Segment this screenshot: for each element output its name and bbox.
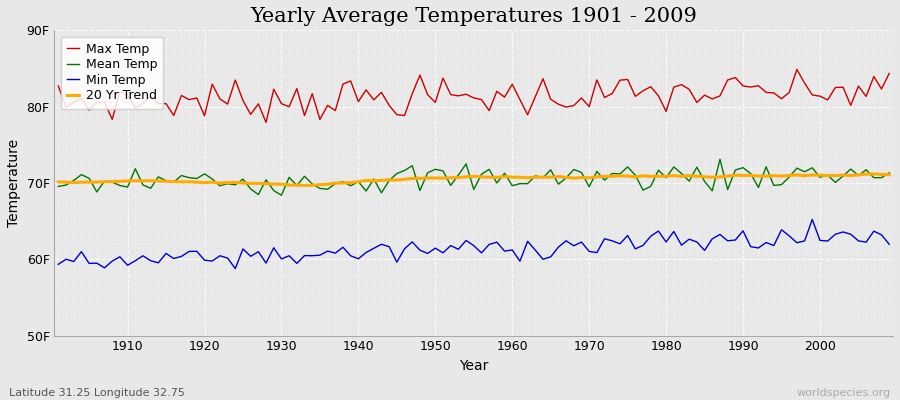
Mean Temp: [114, 183, 125, 188]
Min Temp: [807, 217, 818, 222]
Min Temp: [507, 248, 517, 252]
Max Temp: [607, 91, 617, 96]
Max Temp: [338, 82, 348, 86]
Max Temp: [292, 86, 302, 91]
Title: Yearly Average Temperatures 1901 - 2009: Yearly Average Temperatures 1901 - 2009: [250, 7, 698, 26]
Mean Temp: [292, 183, 302, 188]
Min Temp: [53, 262, 64, 267]
Line: Max Temp: Max Temp: [58, 69, 889, 122]
20 Yr Trend: [338, 180, 348, 185]
Y-axis label: Temperature: Temperature: [7, 139, 21, 227]
20 Yr Trend: [507, 175, 517, 180]
20 Yr Trend: [53, 180, 64, 184]
Min Temp: [292, 261, 302, 266]
Line: Min Temp: Min Temp: [58, 220, 889, 268]
Mean Temp: [715, 157, 725, 162]
Mean Temp: [338, 179, 348, 184]
Mean Temp: [515, 181, 526, 186]
Min Temp: [607, 238, 617, 243]
X-axis label: Year: Year: [459, 359, 489, 373]
Max Temp: [515, 97, 526, 102]
Max Temp: [507, 82, 517, 87]
20 Yr Trend: [884, 172, 895, 177]
Mean Temp: [884, 170, 895, 175]
Mean Temp: [53, 184, 64, 189]
20 Yr Trend: [607, 174, 617, 179]
Mean Temp: [607, 171, 617, 176]
20 Yr Trend: [299, 183, 310, 188]
Min Temp: [114, 254, 125, 259]
20 Yr Trend: [284, 183, 294, 188]
Legend: Max Temp, Mean Temp, Min Temp, 20 Yr Trend: Max Temp, Mean Temp, Min Temp, 20 Yr Tre…: [60, 36, 164, 108]
Mean Temp: [507, 183, 517, 188]
Text: worldspecies.org: worldspecies.org: [796, 388, 891, 398]
Min Temp: [884, 242, 895, 247]
Line: 20 Yr Trend: 20 Yr Trend: [58, 174, 889, 185]
Max Temp: [884, 71, 895, 76]
Max Temp: [53, 84, 64, 88]
Mean Temp: [276, 193, 287, 198]
Max Temp: [791, 67, 802, 72]
Max Temp: [114, 89, 125, 94]
20 Yr Trend: [868, 172, 879, 176]
Min Temp: [338, 245, 348, 250]
Max Temp: [261, 120, 272, 125]
Min Temp: [515, 259, 526, 264]
20 Yr Trend: [515, 175, 526, 180]
Line: Mean Temp: Mean Temp: [58, 159, 889, 195]
Min Temp: [230, 266, 240, 271]
20 Yr Trend: [114, 179, 125, 184]
Text: Latitude 31.25 Longitude 32.75: Latitude 31.25 Longitude 32.75: [9, 388, 184, 398]
